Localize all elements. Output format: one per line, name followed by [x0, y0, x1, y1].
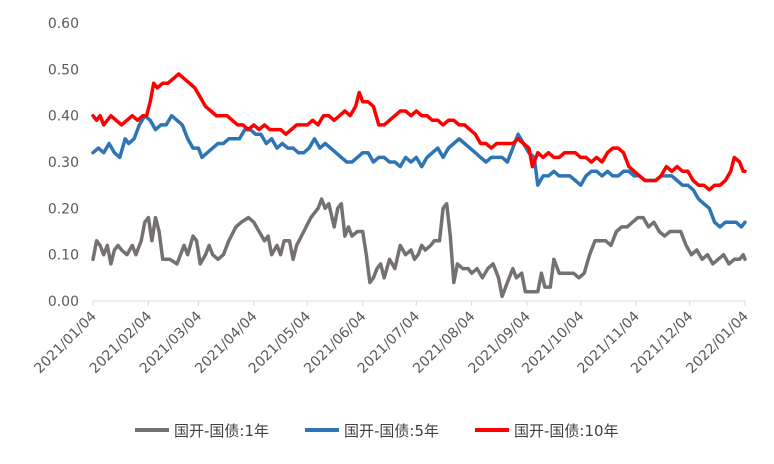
legend-item: 国开-国债:5年 [305, 422, 439, 440]
y-tick-label: 0.50 [48, 62, 79, 78]
legend: 国开-国债:1年 国开-国债:5年 国开-国债:10年 [135, 422, 619, 440]
series-line-1 [91, 197, 747, 299]
legend-label: 国开-国债:5年 [344, 422, 439, 440]
y-tick-label: 0.30 [48, 155, 79, 171]
y-tick-label: 0.00 [48, 294, 79, 310]
x-axis-tick-labels: 2021/01/042021/02/042021/03/042021/04/04… [31, 301, 752, 377]
series-line-3 [91, 72, 747, 192]
series-line-2 [91, 113, 747, 229]
y-axis-tick-labels: 0.00 0.10 0.20 0.30 0.40 0.50 0.60 [48, 16, 79, 310]
y-tick-label: 0.60 [48, 16, 79, 32]
y-tick-label: 0.10 [48, 248, 79, 264]
legend-label: 国开-国债:10年 [514, 422, 619, 440]
y-tick-label: 0.40 [48, 109, 79, 125]
legend-item: 国开-国债:10年 [475, 422, 619, 440]
legend-label: 国开-国债:1年 [174, 422, 269, 440]
y-tick-label: 0.20 [48, 201, 79, 217]
legend-item: 国开-国债:1年 [135, 422, 269, 440]
series-lines [91, 72, 747, 299]
